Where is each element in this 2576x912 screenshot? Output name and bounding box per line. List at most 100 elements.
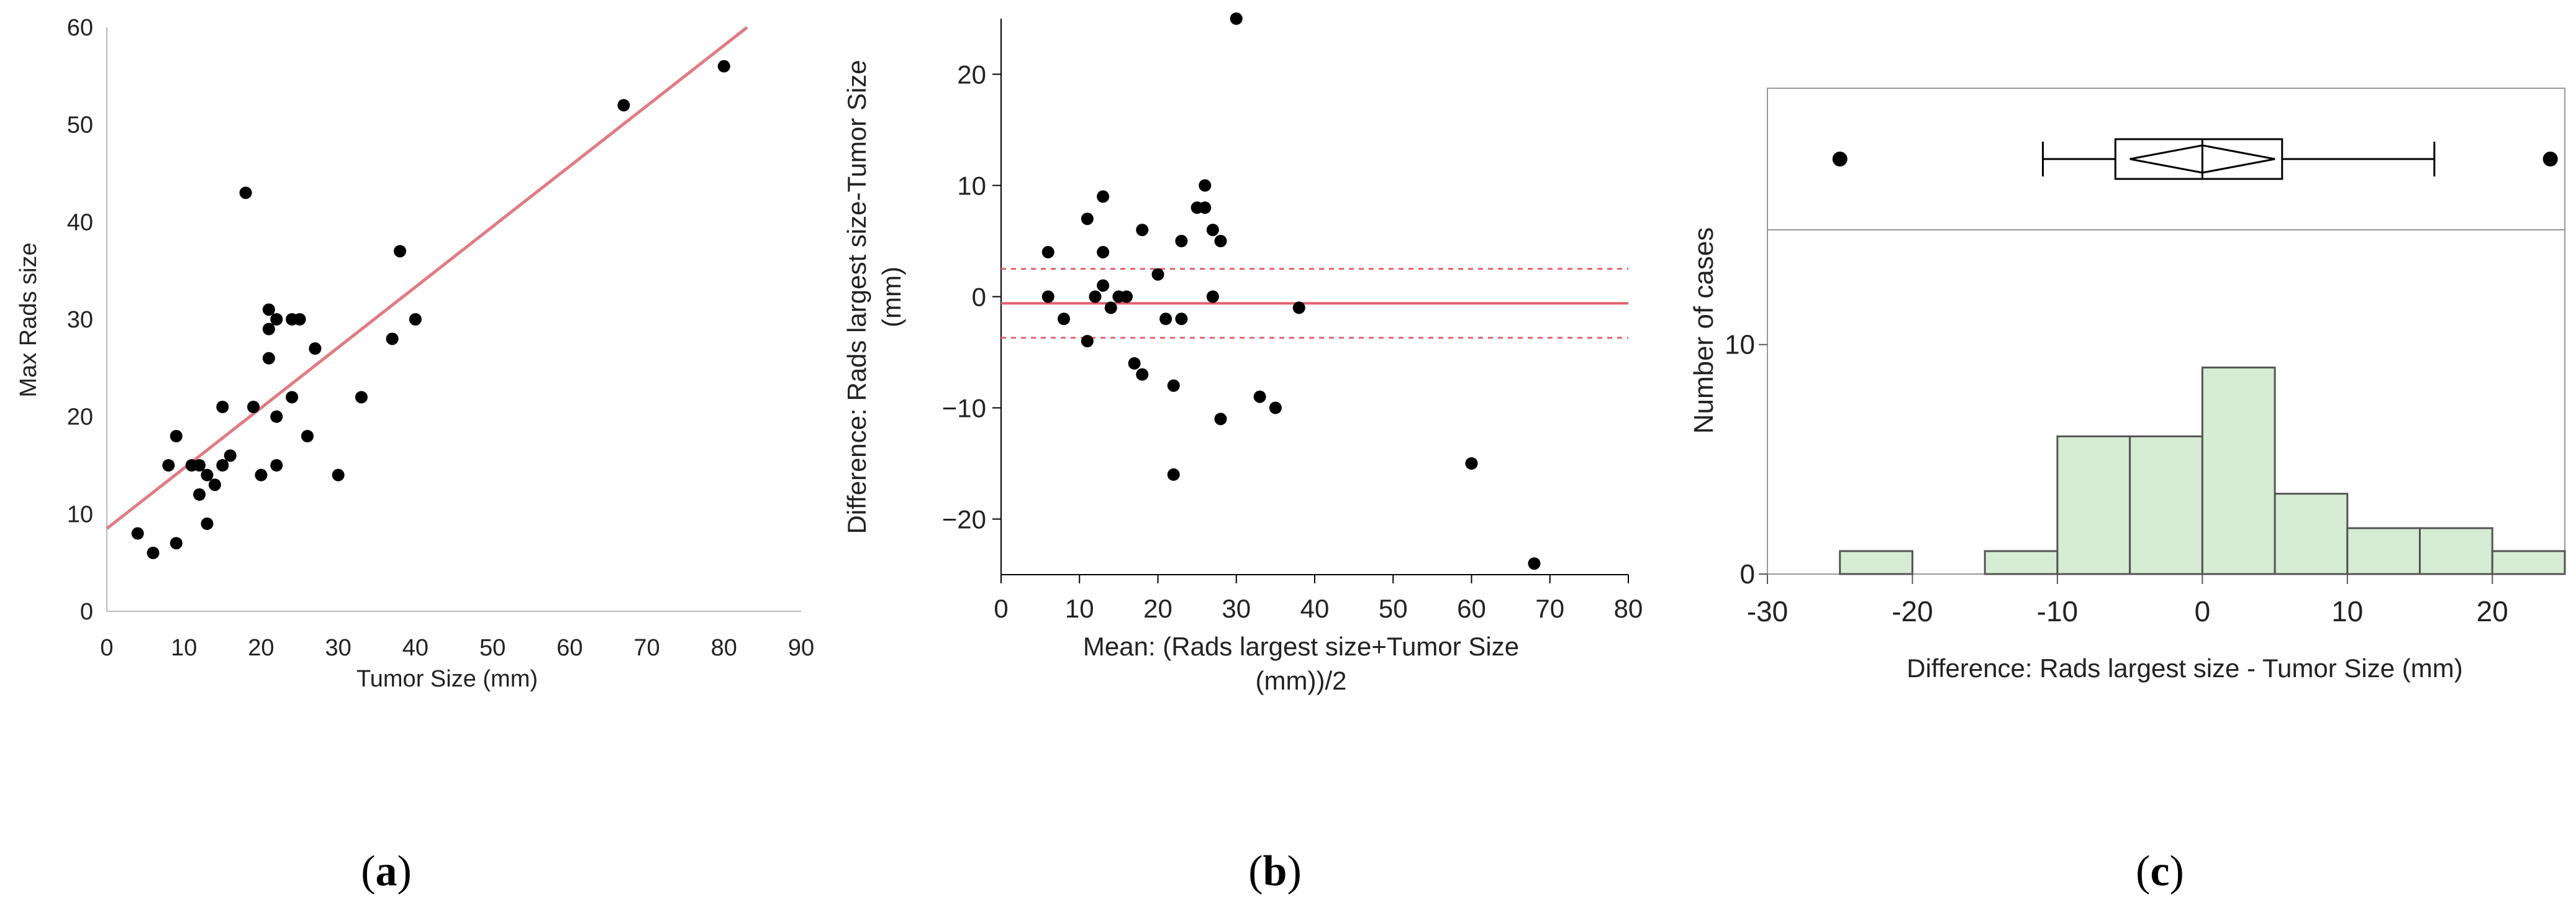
panel-b-x-axis-title-line1: Mean: (Rads largest size+Tumor Size [1083, 632, 1519, 661]
panel-b-y-tick-label: 0 [972, 283, 986, 312]
panel-a-data-point [170, 537, 183, 550]
panel-b-data-point [1097, 245, 1110, 258]
panel-b-y-ticks: −20 −10 0 10 20 [942, 60, 1001, 534]
panel-c-boxplot [1832, 138, 2558, 180]
panel-b-data-point [1465, 457, 1478, 470]
panel-c-x-ticks: -30 -20 -10 0 10 20 [1747, 574, 2508, 627]
panel-c-y-ticks: 0 10 [1725, 330, 1767, 590]
panel-b-points [1041, 12, 1541, 570]
panel-b-data-point [1128, 357, 1141, 370]
panel-b-data-point [1136, 224, 1149, 237]
panel-a-data-point [239, 186, 252, 199]
panel-a-data-point [355, 391, 368, 404]
panel-a-x-tick-label: 40 [402, 635, 429, 661]
panel-b-data-point [1041, 290, 1054, 303]
panel-c-histogram-bar [1839, 550, 1913, 575]
panel-c-histogram-bar [2201, 367, 2276, 575]
panel-b-data-point [1175, 235, 1188, 247]
panel-b-x-tick-label: 80 [1614, 594, 1643, 623]
panel-a-points [131, 60, 730, 559]
panel-c-x-tick-label: 0 [2195, 595, 2211, 627]
panel-a-data-point [301, 430, 314, 442]
panel-b-x-tick-label: 60 [1457, 594, 1486, 623]
panel-a-data-point [262, 303, 275, 316]
panel-a-data-point [208, 478, 221, 491]
panel-b-data-point [1528, 557, 1541, 570]
panel-b-data-point [1120, 290, 1133, 303]
panel-a-data-point [617, 99, 630, 112]
panel-b-data-point [1136, 368, 1149, 381]
panel-a-y-tick-label: 50 [67, 112, 93, 139]
panel-a-data-point [386, 332, 399, 345]
panel-b-y-tick-label: 10 [957, 171, 986, 201]
panel-a-x-tick-label: 20 [248, 635, 274, 661]
panel-b-data-point [1097, 190, 1110, 203]
panel-a-x-tick-label: 70 [633, 635, 660, 661]
panel-c-y-tick-label: 0 [1740, 559, 1755, 590]
panel-a-x-tick-label: 30 [325, 635, 351, 661]
panel-a-data-point [193, 488, 206, 501]
panel-c-boxplot-frame [1767, 88, 2565, 230]
panel-a-data-point [216, 459, 229, 472]
panel-a-x-ticks: 0 10 20 30 40 50 60 70 80 90 [100, 635, 814, 661]
panel-b-data-point [1167, 468, 1180, 481]
panel-a-x-tick-label: 50 [479, 635, 506, 661]
panel-b-x-tick-label: 30 [1222, 594, 1251, 623]
panel-b-data-point [1041, 245, 1054, 258]
panel-a-data-point [216, 401, 229, 413]
panel-b-x-tick-label: 40 [1300, 594, 1330, 623]
panel-a-y-tick-label: 20 [67, 404, 93, 431]
panel-a-data-point [409, 313, 422, 326]
panel-a-fit-line [106, 26, 748, 530]
panel-a-y-ticks: 0 10 20 30 40 50 60 [67, 15, 93, 625]
panel-c-x-tick-label: -20 [1892, 595, 1933, 627]
panel-c-boxplot-box [2114, 138, 2283, 180]
panel-b-x-tick-label: 70 [1535, 594, 1564, 623]
panel-b-data-point [1269, 401, 1282, 414]
panel-a-x-tick-label: 60 [556, 635, 583, 661]
panel-a-y-tick-label: 60 [67, 15, 93, 41]
panel-a-data-point [309, 342, 322, 355]
panel-label-a: (a) [361, 847, 412, 895]
panel-a-scatter-chart: 0 10 20 30 40 50 60 0 10 20 30 40 50 60 70 80 90 Tumor … [16, 15, 814, 692]
panel-a-y-axis-title: Max Rads size [16, 242, 42, 397]
panel-a-data-point [162, 459, 175, 472]
panel-b-data-point [1081, 335, 1094, 348]
panel-b-data-point [1175, 312, 1188, 326]
panel-a-data-point [270, 313, 283, 326]
panel-a-data-point [332, 468, 345, 481]
panel-a-y-tick-label: 0 [80, 599, 93, 625]
panel-b-y-tick-label: −20 [942, 505, 986, 534]
panel-b-data-point [1159, 312, 1172, 326]
panel-label-c: (c) [2136, 847, 2184, 895]
panel-c-histogram-bars [1839, 367, 2566, 575]
panel-a-data-point [247, 401, 260, 413]
panel-b-data-point [1104, 301, 1117, 314]
panel-a-x-axis-title: Tumor Size (mm) [356, 666, 538, 692]
panel-b-data-point [1199, 201, 1212, 214]
panel-b-data-point [1081, 212, 1094, 226]
panel-a-x-tick-label: 80 [711, 635, 737, 661]
panel-b-y-axis-title-line2: (mm) [877, 267, 906, 327]
panel-c-boxplot-outlier [2542, 152, 2558, 166]
panel-a-data-point [147, 547, 160, 559]
panel-b-x-ticks: 0 10 20 30 40 50 60 70 80 [994, 575, 1643, 623]
panel-b-data-point [1199, 179, 1212, 192]
panel-b-x-tick-label: 20 [1143, 594, 1172, 623]
panel-a-data-point [262, 352, 275, 365]
panel-c-x-tick-label: 20 [2477, 595, 2508, 627]
panel-b-x-tick-label: 0 [994, 594, 1008, 623]
panel-b-x-tick-label: 10 [1065, 594, 1094, 623]
panel-a-y-tick-label: 40 [67, 209, 93, 235]
panel-b-y-tick-label: 20 [957, 60, 986, 89]
panel-c-x-axis-title: Difference: Rads largest size - Tumor Si… [1907, 654, 2462, 683]
panel-b-data-point [1206, 224, 1219, 237]
panel-c-histogram-bar [2346, 527, 2421, 575]
panel-b-data-point [1230, 12, 1243, 25]
panel-b-data-point [1206, 290, 1219, 303]
panel-c-histogram-bar [2274, 493, 2349, 575]
panel-label-b: (b) [1248, 847, 1302, 895]
panel-c-histogram-bar [2419, 527, 2493, 575]
panel-a-data-point [293, 313, 306, 326]
panel-a-data-point [201, 518, 214, 530]
